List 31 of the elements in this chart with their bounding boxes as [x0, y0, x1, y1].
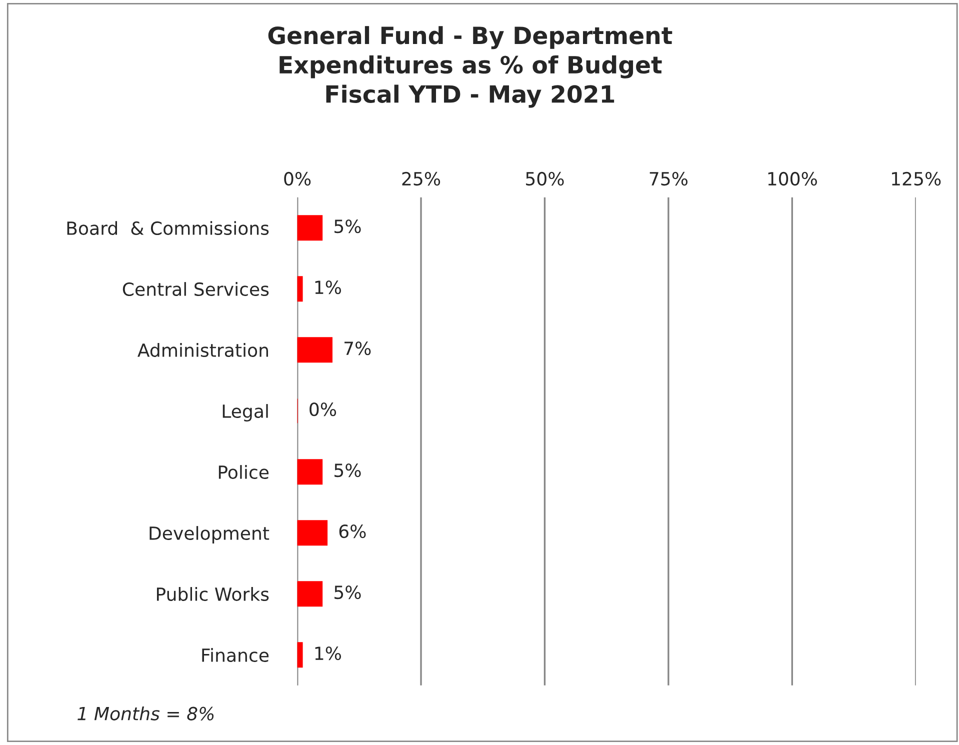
data-label: 1%: [315, 646, 341, 660]
data-label: 0%: [310, 402, 336, 416]
x-tick-label: 0%: [284, 172, 311, 186]
data-label: 5%: [334, 463, 361, 478]
text: 1 Months = 8%: [78, 706, 214, 720]
bar: [297, 215, 323, 241]
bar: [297, 581, 323, 607]
y-tick-label: Administration: [138, 343, 268, 358]
bar: [297, 337, 332, 363]
x-tick-label: 50%: [526, 172, 564, 186]
y-tick-label: Finance: [202, 648, 269, 662]
bar: [297, 520, 328, 546]
x-tick-label: 25%: [402, 172, 440, 186]
bar: [297, 642, 303, 668]
y-tick-label: Public Works: [156, 587, 269, 602]
y-tick-label: Development: [150, 526, 270, 544]
x-tick-label: 125%: [892, 172, 941, 186]
x-tick-label: 75%: [650, 172, 688, 186]
data-label: 1%: [315, 280, 341, 294]
chart-title: General Fund - By Department Expenditures as % of Budget Fiscal YTD - May 2021: [268, 26, 672, 108]
data-label: 5%: [334, 220, 361, 234]
bar: [297, 276, 303, 302]
y-tick-label: Police: [218, 465, 269, 480]
y-tick-label: Board & Commissions: [67, 221, 269, 236]
y-tick-label: Central Services: [122, 282, 269, 296]
data-label: 7%: [344, 342, 371, 356]
data-label: 5%: [334, 585, 361, 600]
x-tick-label: 100%: [768, 172, 817, 186]
data-label: 6%: [339, 524, 366, 538]
y-tick-label: Legal: [222, 404, 268, 422]
bar: [297, 459, 323, 485]
